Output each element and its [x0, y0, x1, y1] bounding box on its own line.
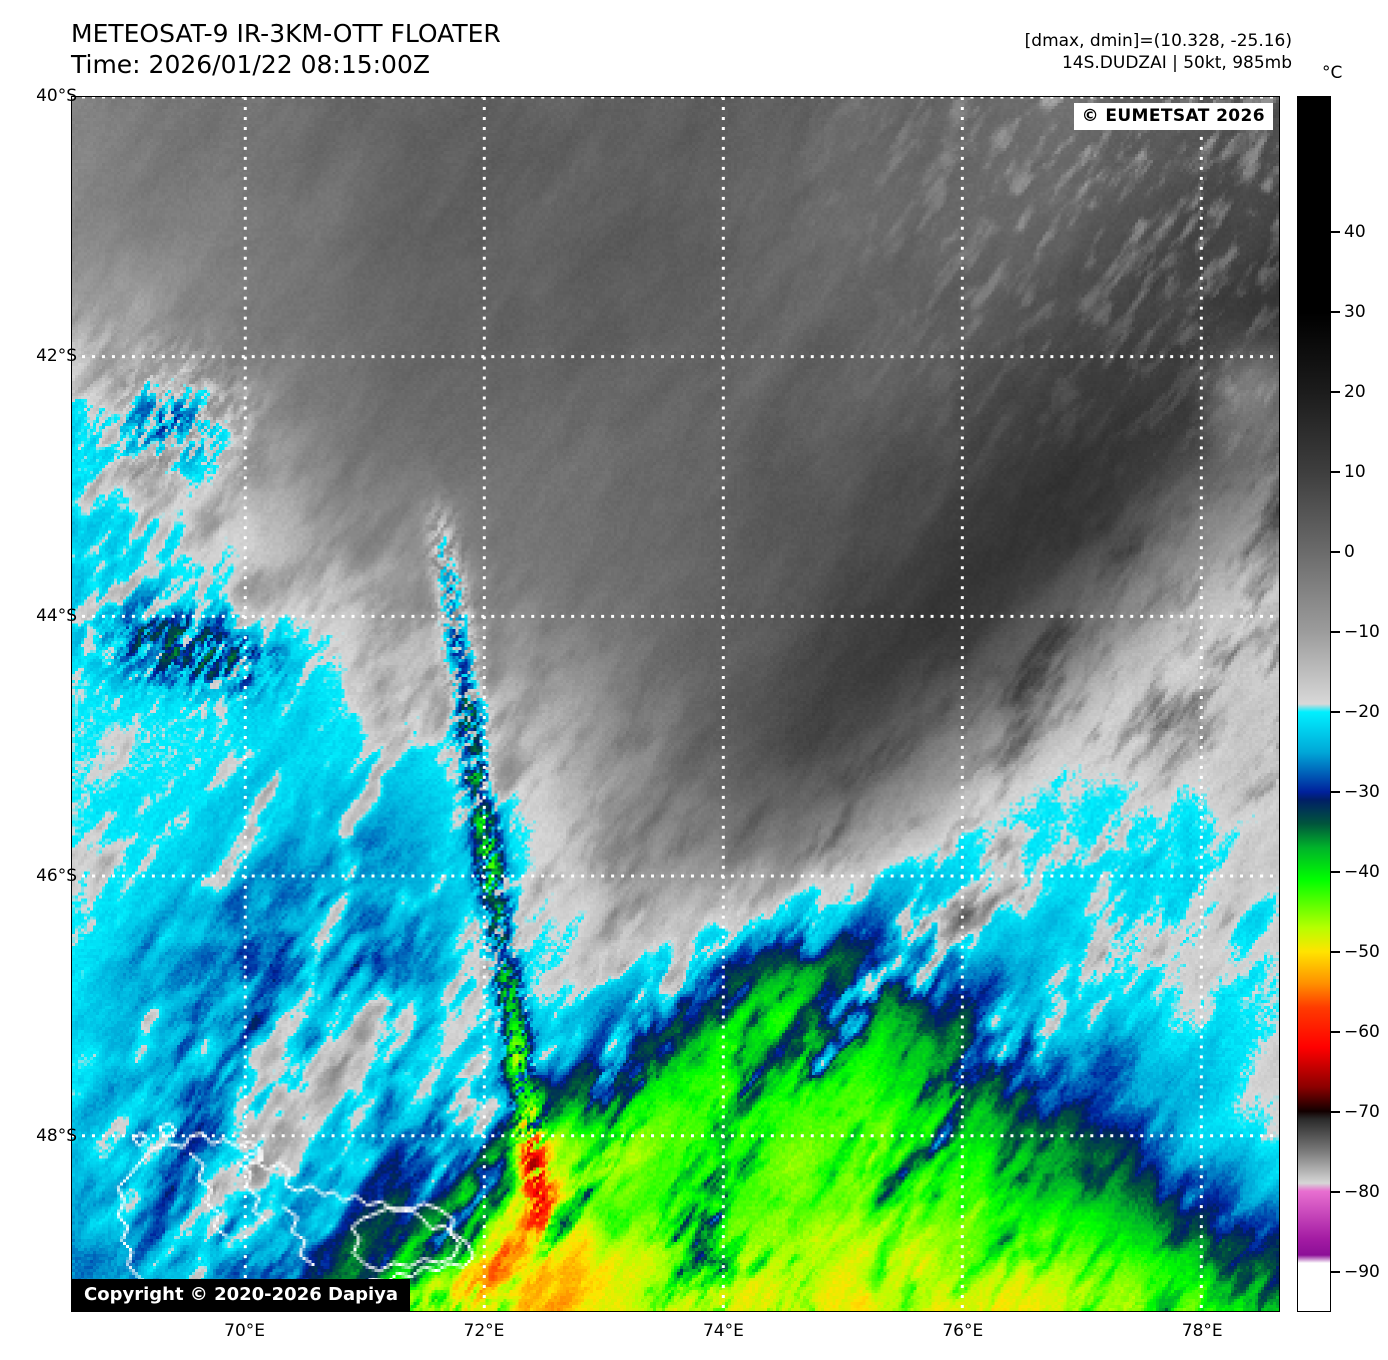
colorbar-tick	[1331, 1111, 1340, 1113]
graticule-overlay	[72, 97, 1279, 1311]
colorbar-tick	[1331, 1191, 1340, 1193]
page-title: METEOSAT-9 IR-3KM-OTT FLOATER	[71, 19, 501, 48]
colorbar-tick	[1331, 471, 1340, 473]
longitude-tick-label: 70°E	[224, 1321, 265, 1341]
colorbar-tick-label: 40	[1344, 222, 1366, 242]
colorbar-tick	[1331, 951, 1340, 953]
latitude-tick-label: 48°S	[36, 1126, 77, 1147]
colorbar-gradient	[1298, 97, 1330, 1311]
colorbar-tick	[1331, 391, 1340, 393]
colorbar-tick-label: −20	[1344, 702, 1380, 722]
longitude-tick-label: 72°E	[463, 1321, 505, 1341]
colorbar-tick-label: −70	[1344, 1102, 1380, 1122]
ir-image-plot: © EUMETSAT 2026 Copyright © 2020-2026 Da…	[71, 96, 1280, 1312]
colorbar-tick-label: −30	[1344, 782, 1380, 802]
colorbar-tick	[1331, 791, 1340, 793]
header-metadata-block: [dmax, dmin]=(10.328, -25.16) 14S.DUDZAI…	[1025, 30, 1292, 74]
latitude-tick-label: 40°S	[36, 86, 77, 106]
colorbar-tick-label: −10	[1344, 622, 1380, 642]
longitude-tick-label: 76°E	[942, 1321, 984, 1341]
colorbar-tick-label: 0	[1344, 542, 1355, 562]
colorbar-tick-label: −40	[1344, 862, 1380, 882]
latitude-tick-label: 46°S	[36, 866, 77, 887]
header-title-block: METEOSAT-9 IR-3KM-OTT FLOATER Time: 2026…	[71, 18, 501, 80]
dapiya-copyright-badge: Copyright © 2020-2026 Dapiya	[72, 1279, 411, 1311]
colorbar-tick	[1331, 231, 1340, 233]
colorbar-tick-label: 20	[1344, 382, 1366, 402]
colorbar-tick-label: −90	[1344, 1262, 1380, 1282]
colorbar-unit-label: °C	[1322, 63, 1343, 83]
latitude-tick-label: 44°S	[36, 606, 77, 627]
colorbar-tick	[1331, 631, 1340, 633]
longitude-tick-label: 78°E	[1181, 1321, 1223, 1341]
colorbar-tick	[1331, 311, 1340, 313]
colorbar-tick-label: 30	[1344, 302, 1366, 322]
storm-info-label: 14S.DUDZAI | 50kt, 985mb	[1061, 53, 1292, 73]
colorbar-tick	[1331, 1271, 1340, 1273]
dmax-dmin-label: [dmax, dmin]=(10.328, -25.16)	[1024, 31, 1292, 51]
colorbar-tick	[1331, 1031, 1340, 1033]
colorbar-tick-label: −80	[1344, 1182, 1380, 1202]
colorbar-tick-label: −60	[1344, 1022, 1380, 1042]
colorbar-tick-label: 10	[1344, 462, 1366, 482]
colorbar-tick	[1331, 871, 1340, 873]
temperature-colorbar	[1297, 96, 1331, 1312]
ir-brightness-temperature-raster	[72, 97, 1279, 1311]
eumetsat-copyright-badge: © EUMETSAT 2026	[1073, 103, 1273, 130]
colorbar-tick	[1331, 551, 1340, 553]
timestamp-label: Time: 2026/01/22 08:15:00Z	[71, 50, 430, 79]
longitude-tick-label: 74°E	[702, 1321, 744, 1341]
colorbar-tick	[1331, 711, 1340, 713]
colorbar-tick-label: −50	[1344, 942, 1380, 962]
latitude-tick-label: 42°S	[36, 346, 77, 367]
